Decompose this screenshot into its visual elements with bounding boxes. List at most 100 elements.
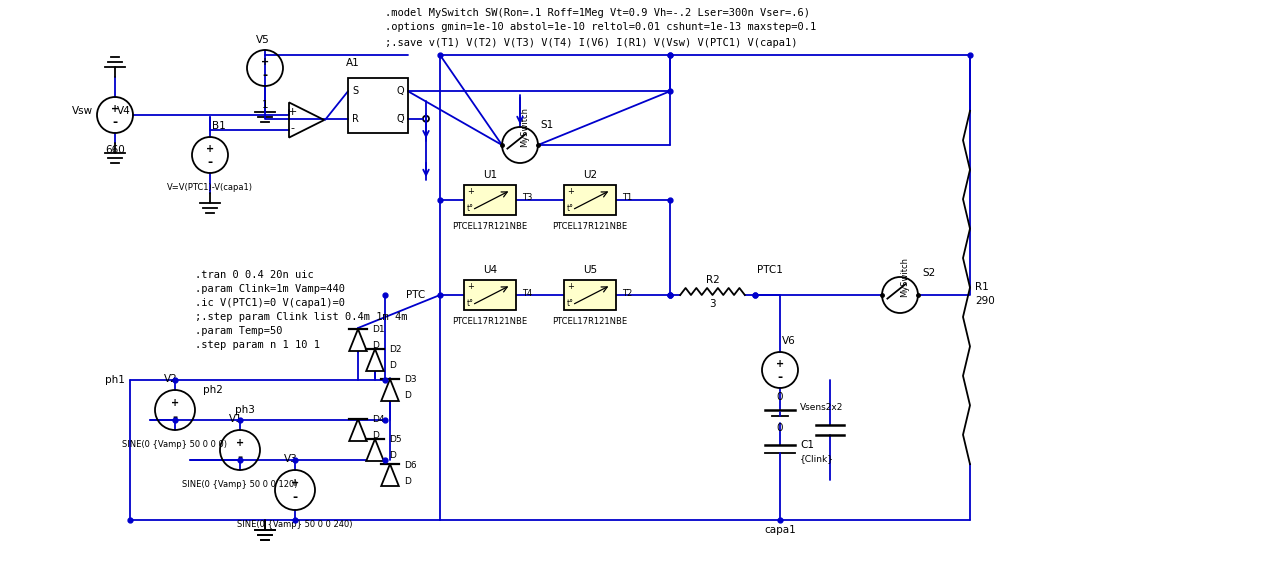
Text: V1: V1 (229, 414, 243, 424)
Text: D3: D3 (404, 375, 416, 384)
Text: -: - (207, 156, 212, 169)
Text: U4: U4 (483, 265, 497, 275)
Text: SINE(0 {Vamp} 50 0 0 240): SINE(0 {Vamp} 50 0 0 240) (237, 520, 353, 529)
Polygon shape (366, 439, 384, 461)
Text: V3: V3 (284, 454, 298, 464)
Text: D1: D1 (372, 325, 384, 335)
Text: T2: T2 (622, 288, 632, 297)
Text: -: - (237, 451, 243, 464)
Text: +: + (261, 57, 269, 67)
Text: 1: 1 (261, 100, 269, 110)
Text: +: + (776, 359, 785, 369)
Text: .param Clink=1m Vamp=440: .param Clink=1m Vamp=440 (195, 284, 346, 294)
Text: C1: C1 (800, 440, 814, 450)
Bar (465, 280, 516, 310)
Text: U2: U2 (582, 170, 596, 180)
Text: +: + (236, 438, 244, 448)
Text: U1: U1 (483, 170, 497, 180)
Text: Q: Q (397, 86, 404, 96)
Text: PTC1: PTC1 (756, 265, 783, 275)
Text: V6: V6 (782, 336, 796, 346)
Text: D2: D2 (389, 345, 402, 355)
Text: .ic V(PTC1)=0 V(capa1)=0: .ic V(PTC1)=0 V(capa1)=0 (195, 298, 346, 308)
Text: -: - (173, 411, 178, 424)
Text: -: - (262, 69, 268, 82)
Text: ph2: ph2 (204, 385, 223, 395)
Text: 290: 290 (975, 296, 995, 307)
Text: R2: R2 (705, 275, 719, 285)
Text: 0: 0 (777, 423, 783, 433)
Text: S2: S2 (922, 268, 936, 278)
Text: t°: t° (567, 204, 573, 213)
Text: D: D (372, 431, 379, 440)
Text: MySwitch: MySwitch (521, 107, 530, 147)
Text: U5: U5 (582, 265, 596, 275)
Text: ph3: ph3 (236, 405, 255, 415)
Text: +: + (291, 478, 300, 488)
Text: D: D (389, 362, 396, 371)
Text: B1: B1 (212, 121, 225, 131)
Text: PTC: PTC (406, 290, 425, 300)
Text: ;.step param Clink list 0.4m 1m 4m: ;.step param Clink list 0.4m 1m 4m (195, 312, 407, 322)
Text: ph1: ph1 (105, 375, 125, 385)
Text: -: - (292, 491, 297, 505)
Bar (564, 185, 616, 215)
Text: T4: T4 (522, 288, 532, 297)
Text: SINE(0 {Vamp} 50 0 0 0): SINE(0 {Vamp} 50 0 0 0) (123, 440, 228, 449)
Text: .step param n 1 10 1: .step param n 1 10 1 (195, 340, 320, 350)
Polygon shape (381, 379, 399, 401)
Text: V4: V4 (116, 106, 131, 116)
Text: PTCEL17R121NBE: PTCEL17R121NBE (553, 222, 627, 231)
Text: R: R (352, 114, 358, 124)
Text: {Clink}: {Clink} (800, 455, 835, 463)
Text: +: + (206, 144, 214, 154)
Text: t°: t° (467, 204, 474, 213)
Text: PTCEL17R121NBE: PTCEL17R121NBE (452, 317, 527, 326)
Text: SINE(0 {Vamp} 50 0 0 120): SINE(0 {Vamp} 50 0 0 120) (182, 480, 298, 489)
Text: ;.save v(T1) V(T2) V(T3) V(T4) I(V6) I(R1) V(Vsw) V(PTC1) V(capa1): ;.save v(T1) V(T2) V(T3) V(T4) I(V6) I(R… (385, 38, 797, 48)
Bar (348, 77, 408, 133)
Text: V5: V5 (256, 35, 270, 45)
Text: Vsens2x2: Vsens2x2 (800, 403, 844, 411)
Text: .options gmin=1e-10 abstol=1e-10 reltol=0.01 cshunt=1e-13 maxstep=0.1: .options gmin=1e-10 abstol=1e-10 reltol=… (385, 22, 817, 32)
Text: +: + (111, 104, 119, 114)
Text: MySwitch: MySwitch (901, 257, 910, 297)
Text: V2: V2 (164, 374, 178, 384)
Text: capa1: capa1 (764, 525, 796, 535)
Text: Q̅: Q̅ (397, 114, 404, 124)
Text: PTCEL17R121NBE: PTCEL17R121NBE (553, 317, 627, 326)
Text: +: + (467, 187, 474, 196)
Text: +: + (172, 398, 179, 408)
Polygon shape (349, 329, 367, 351)
Text: 0: 0 (777, 392, 783, 402)
Text: A1: A1 (346, 58, 360, 67)
Text: R1: R1 (975, 283, 988, 292)
Text: T1: T1 (622, 193, 632, 202)
Text: D: D (372, 341, 379, 351)
Text: PTCEL17R121NBE: PTCEL17R121NBE (452, 222, 527, 231)
Text: 3: 3 (709, 299, 716, 309)
Text: 660: 660 (105, 145, 125, 155)
Text: t°: t° (567, 299, 573, 308)
Text: D: D (404, 476, 411, 486)
Text: -: - (113, 116, 118, 129)
Polygon shape (366, 349, 384, 371)
Text: .param Temp=50: .param Temp=50 (195, 326, 283, 336)
Text: D4: D4 (372, 415, 384, 424)
Text: Vsw: Vsw (72, 106, 93, 116)
Text: D: D (389, 451, 396, 460)
Text: S: S (352, 86, 358, 96)
Text: S1: S1 (540, 120, 553, 130)
Bar (465, 185, 516, 215)
Text: D5: D5 (389, 435, 402, 444)
Text: -: - (777, 371, 782, 384)
Polygon shape (381, 464, 399, 486)
Text: D: D (404, 391, 411, 400)
Text: +: + (467, 282, 474, 291)
Text: .model MySwitch SW(Ron=.1 Roff=1Meg Vt=0.9 Vh=-.2 Lser=300n Vser=.6): .model MySwitch SW(Ron=.1 Roff=1Meg Vt=0… (385, 8, 810, 18)
Text: V=V(PTC1)-V(capa1): V=V(PTC1)-V(capa1) (166, 183, 253, 192)
Text: t°: t° (467, 299, 474, 308)
Text: .tran 0 0.4 20n uic: .tran 0 0.4 20n uic (195, 270, 314, 280)
Polygon shape (349, 419, 367, 441)
Text: +: + (567, 187, 573, 196)
